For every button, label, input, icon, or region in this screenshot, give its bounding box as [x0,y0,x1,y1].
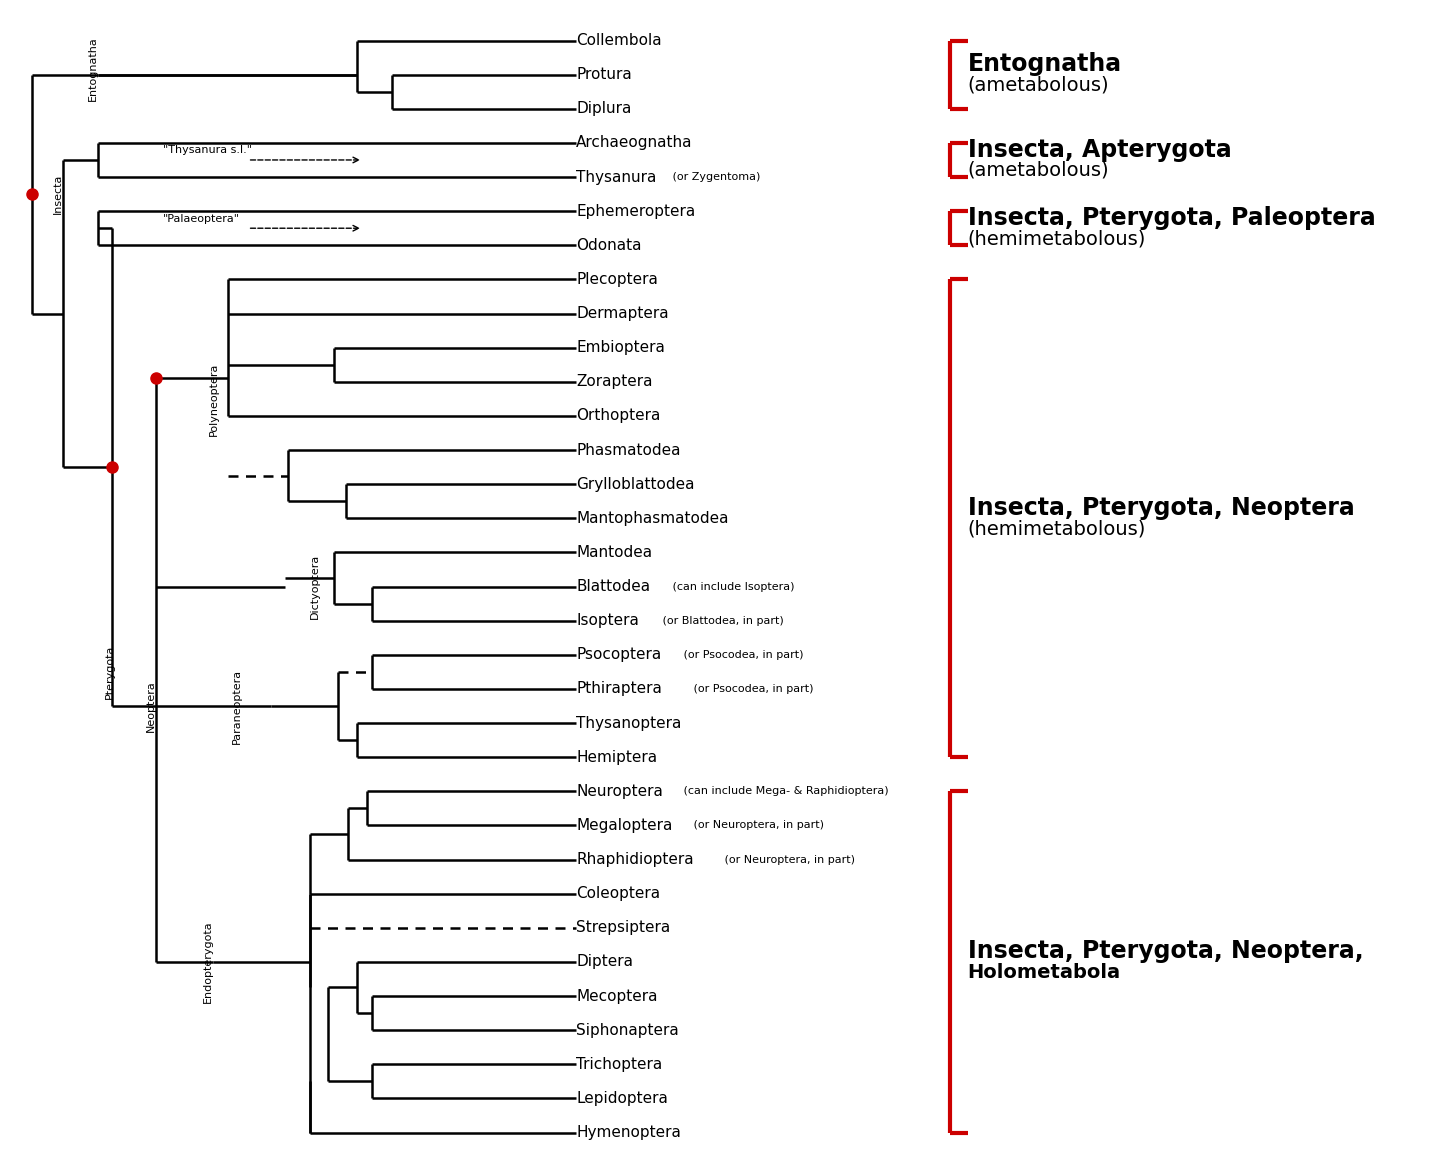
Text: Mantodea: Mantodea [576,545,652,560]
Text: Lepidoptera: Lepidoptera [576,1091,668,1106]
Text: Insecta, Pterygota, Paleoptera: Insecta, Pterygota, Paleoptera [968,206,1375,229]
Text: Isoptera: Isoptera [576,613,639,628]
Text: Polyneoptera: Polyneoptera [209,362,219,435]
Text: Pthiraptera: Pthiraptera [576,681,662,696]
Text: Phasmatodea: Phasmatodea [576,442,681,457]
Text: (hemimetabolous): (hemimetabolous) [968,519,1146,538]
Text: Blattodea: Blattodea [576,579,649,594]
Text: Holometabola: Holometabola [968,962,1120,982]
Text: Pterygota: Pterygota [105,645,115,699]
Text: (or Neuroptera, in part): (or Neuroptera, in part) [721,855,855,865]
Text: Psocoptera: Psocoptera [576,647,661,662]
Text: Archaeognatha: Archaeognatha [576,135,693,151]
Text: Diplura: Diplura [576,101,631,116]
Text: (or Blattodea, in part): (or Blattodea, in part) [660,616,783,625]
Text: Dictyoptera: Dictyoptera [310,554,320,620]
Text: Insecta, Apterygota: Insecta, Apterygota [968,138,1231,162]
Text: (can include Isoptera): (can include Isoptera) [670,581,795,592]
Text: (ametabolous): (ametabolous) [968,161,1109,179]
Text: Rhaphidioptera: Rhaphidioptera [576,852,694,867]
Text: Odonata: Odonata [576,237,641,252]
Text: Thysanoptera: Thysanoptera [576,716,681,731]
Text: Insecta: Insecta [53,174,63,214]
Text: (or Neuroptera, in part): (or Neuroptera, in part) [690,820,824,830]
Text: Diptera: Diptera [576,954,634,969]
Text: Dermaptera: Dermaptera [576,306,668,321]
Text: Embioptera: Embioptera [576,340,665,356]
Text: Strepsiptera: Strepsiptera [576,921,670,936]
Text: Orthoptera: Orthoptera [576,409,661,424]
Text: Neuroptera: Neuroptera [576,784,662,799]
Text: (or Psocodea, in part): (or Psocodea, in part) [680,650,804,660]
Text: Collembola: Collembola [576,34,661,47]
Text: Trichoptera: Trichoptera [576,1057,662,1072]
Text: (hemimetabolous): (hemimetabolous) [968,229,1146,248]
Text: Plecoptera: Plecoptera [576,272,658,287]
Text: Protura: Protura [576,67,632,82]
Text: Grylloblattodea: Grylloblattodea [576,477,694,492]
Text: Mecoptera: Mecoptera [576,989,658,1004]
Text: (or Zygentoma): (or Zygentoma) [670,173,760,182]
Text: Siphonaptera: Siphonaptera [576,1023,678,1038]
Text: Thysanura: Thysanura [576,169,657,184]
Text: "Palaeoptera": "Palaeoptera" [163,213,239,223]
Text: (or Psocodea, in part): (or Psocodea, in part) [690,684,814,694]
Text: Megaloptera: Megaloptera [576,818,672,833]
Text: Ephemeroptera: Ephemeroptera [576,204,696,219]
Text: Insecta, Pterygota, Neoptera: Insecta, Pterygota, Neoptera [968,496,1355,520]
Text: Insecta, Pterygota, Neoptera,: Insecta, Pterygota, Neoptera, [968,939,1364,963]
Text: Entognatha: Entognatha [88,37,98,101]
Text: Hemiptera: Hemiptera [576,749,657,764]
Text: Neoptera: Neoptera [145,680,156,732]
Text: (ametabolous): (ametabolous) [968,75,1109,95]
Text: (can include Mega- & Raphidioptera): (can include Mega- & Raphidioptera) [680,786,888,797]
Text: Mantophasmatodea: Mantophasmatodea [576,511,729,526]
Text: Hymenoptera: Hymenoptera [576,1126,681,1139]
Text: Entognatha: Entognatha [968,52,1122,76]
Text: Paraneoptera: Paraneoptera [232,668,242,743]
Text: Zoraptera: Zoraptera [576,374,652,389]
Text: Endopterygota: Endopterygota [203,921,213,1003]
Text: "Thysanura s.l.": "Thysanura s.l." [163,146,252,155]
Text: Coleoptera: Coleoptera [576,886,660,901]
